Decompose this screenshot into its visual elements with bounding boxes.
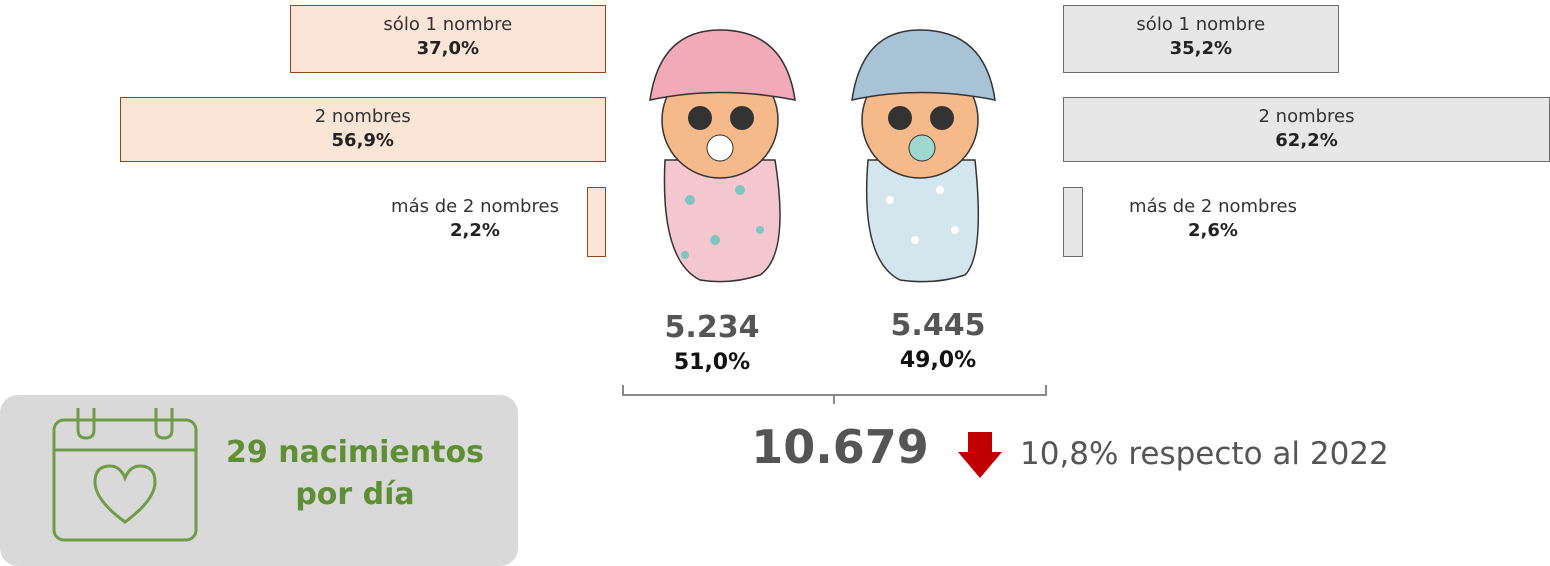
bar-label: 2 nombres 62,2% [1063,105,1550,153]
down-arrow [958,432,1002,478]
bar-label: más de 2 nombres 2,2% [385,195,565,243]
category: más de 2 nombres [391,196,559,217]
boy-illustration [852,30,995,282]
girls-count: 5.234 [612,310,812,345]
page: 5.234 51,0% 5.445 49,0% 10.679 10,8% res… [0,0,1550,566]
value-label: 56,9% [332,130,394,151]
total: 10.679 [740,420,940,474]
bar [587,187,606,257]
value-label: 37,0% [417,38,479,59]
bar-label: sólo 1 nombre 37,0% [290,13,606,61]
value-label: 62,2% [1275,130,1337,151]
value-label: 2,2% [450,220,500,241]
girl-illustration [650,30,795,282]
per-day: 29 nacimientos por día [215,432,495,516]
category: más de 2 nombres [1129,196,1297,217]
bar-label: sólo 1 nombre 35,2% [1063,13,1339,61]
category: sólo 1 nombre [1136,14,1265,35]
value-label: 35,2% [1170,38,1232,59]
brace [623,385,1046,404]
category: 2 nombres [1259,106,1355,127]
category: 2 nombres [315,106,411,127]
change: 10,8% respecto al 2022 [1020,436,1389,472]
boys-count: 5.445 [838,308,1038,343]
boys-share: 49,0% [838,348,1038,373]
bar-label: más de 2 nombres 2,6% [1123,195,1303,243]
girls-share: 51,0% [612,350,812,375]
value-label: 2,6% [1188,220,1238,241]
bar-label: 2 nombres 56,9% [120,105,606,153]
category: sólo 1 nombre [383,14,512,35]
bar [1063,187,1083,257]
